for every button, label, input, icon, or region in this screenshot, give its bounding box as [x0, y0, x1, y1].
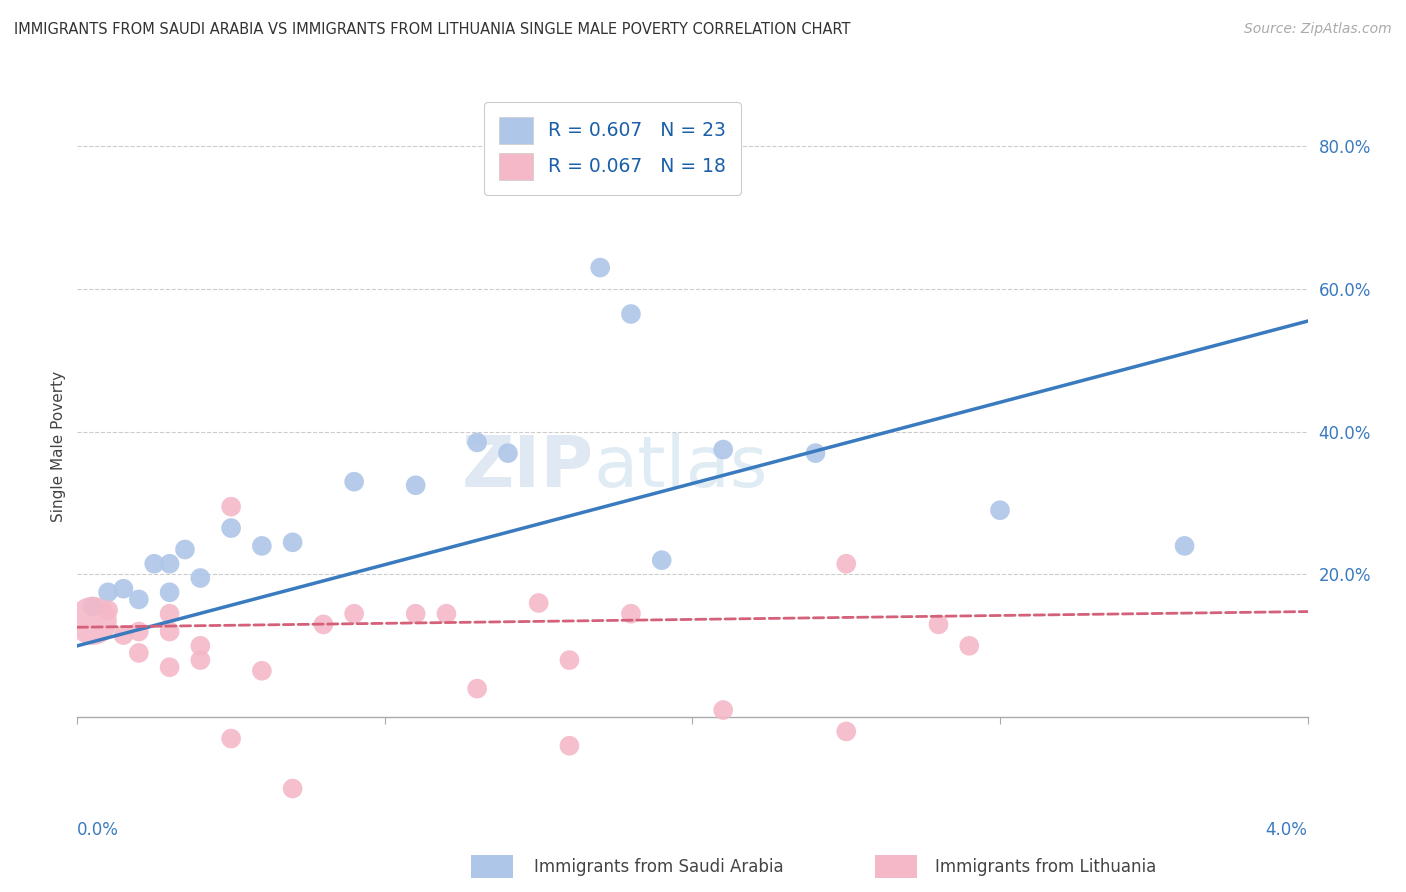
- Point: [711, 442, 734, 457]
- Point: [159, 607, 181, 621]
- Point: [190, 639, 212, 653]
- Point: [589, 260, 612, 275]
- Point: [558, 653, 581, 667]
- Point: [250, 664, 273, 678]
- Point: [312, 617, 335, 632]
- Point: [804, 446, 827, 460]
- Point: [250, 539, 273, 553]
- Point: [651, 553, 673, 567]
- Point: [190, 571, 212, 585]
- Point: [281, 535, 304, 549]
- Point: [1174, 539, 1197, 553]
- Point: [527, 596, 550, 610]
- Point: [143, 557, 166, 571]
- Point: [219, 521, 242, 535]
- Point: [343, 607, 366, 621]
- Point: [620, 607, 643, 621]
- Point: [405, 607, 427, 621]
- Text: atlas: atlas: [595, 433, 769, 502]
- Text: Immigrants from Lithuania: Immigrants from Lithuania: [935, 858, 1156, 876]
- Point: [159, 660, 181, 674]
- Text: 0.0%: 0.0%: [77, 821, 120, 838]
- Point: [711, 703, 734, 717]
- Point: [128, 592, 150, 607]
- Point: [159, 557, 181, 571]
- Point: [97, 585, 120, 599]
- Text: Source: ZipAtlas.com: Source: ZipAtlas.com: [1244, 22, 1392, 37]
- Text: Immigrants from Saudi Arabia: Immigrants from Saudi Arabia: [534, 858, 785, 876]
- Text: ZIP: ZIP: [461, 433, 595, 502]
- Point: [97, 603, 120, 617]
- Y-axis label: Single Male Poverty: Single Male Poverty: [51, 370, 66, 522]
- Point: [465, 435, 488, 450]
- Point: [82, 614, 104, 628]
- Point: [281, 781, 304, 796]
- Point: [957, 639, 980, 653]
- Point: [159, 585, 181, 599]
- Point: [928, 617, 950, 632]
- Point: [128, 624, 150, 639]
- Point: [496, 446, 519, 460]
- Point: [174, 542, 197, 557]
- Point: [835, 724, 858, 739]
- Point: [128, 646, 150, 660]
- Point: [112, 582, 135, 596]
- Text: 4.0%: 4.0%: [1265, 821, 1308, 838]
- Point: [835, 557, 858, 571]
- Point: [436, 607, 458, 621]
- Point: [112, 628, 135, 642]
- Point: [159, 624, 181, 639]
- Legend: R = 0.607   N = 23, R = 0.067   N = 18: R = 0.607 N = 23, R = 0.067 N = 18: [484, 103, 741, 194]
- Point: [558, 739, 581, 753]
- Point: [219, 731, 242, 746]
- Point: [405, 478, 427, 492]
- Point: [190, 653, 212, 667]
- Point: [82, 599, 104, 614]
- Point: [620, 307, 643, 321]
- Text: IMMIGRANTS FROM SAUDI ARABIA VS IMMIGRANTS FROM LITHUANIA SINGLE MALE POVERTY CO: IMMIGRANTS FROM SAUDI ARABIA VS IMMIGRAN…: [14, 22, 851, 37]
- Point: [219, 500, 242, 514]
- Point: [343, 475, 366, 489]
- Point: [988, 503, 1011, 517]
- Point: [465, 681, 488, 696]
